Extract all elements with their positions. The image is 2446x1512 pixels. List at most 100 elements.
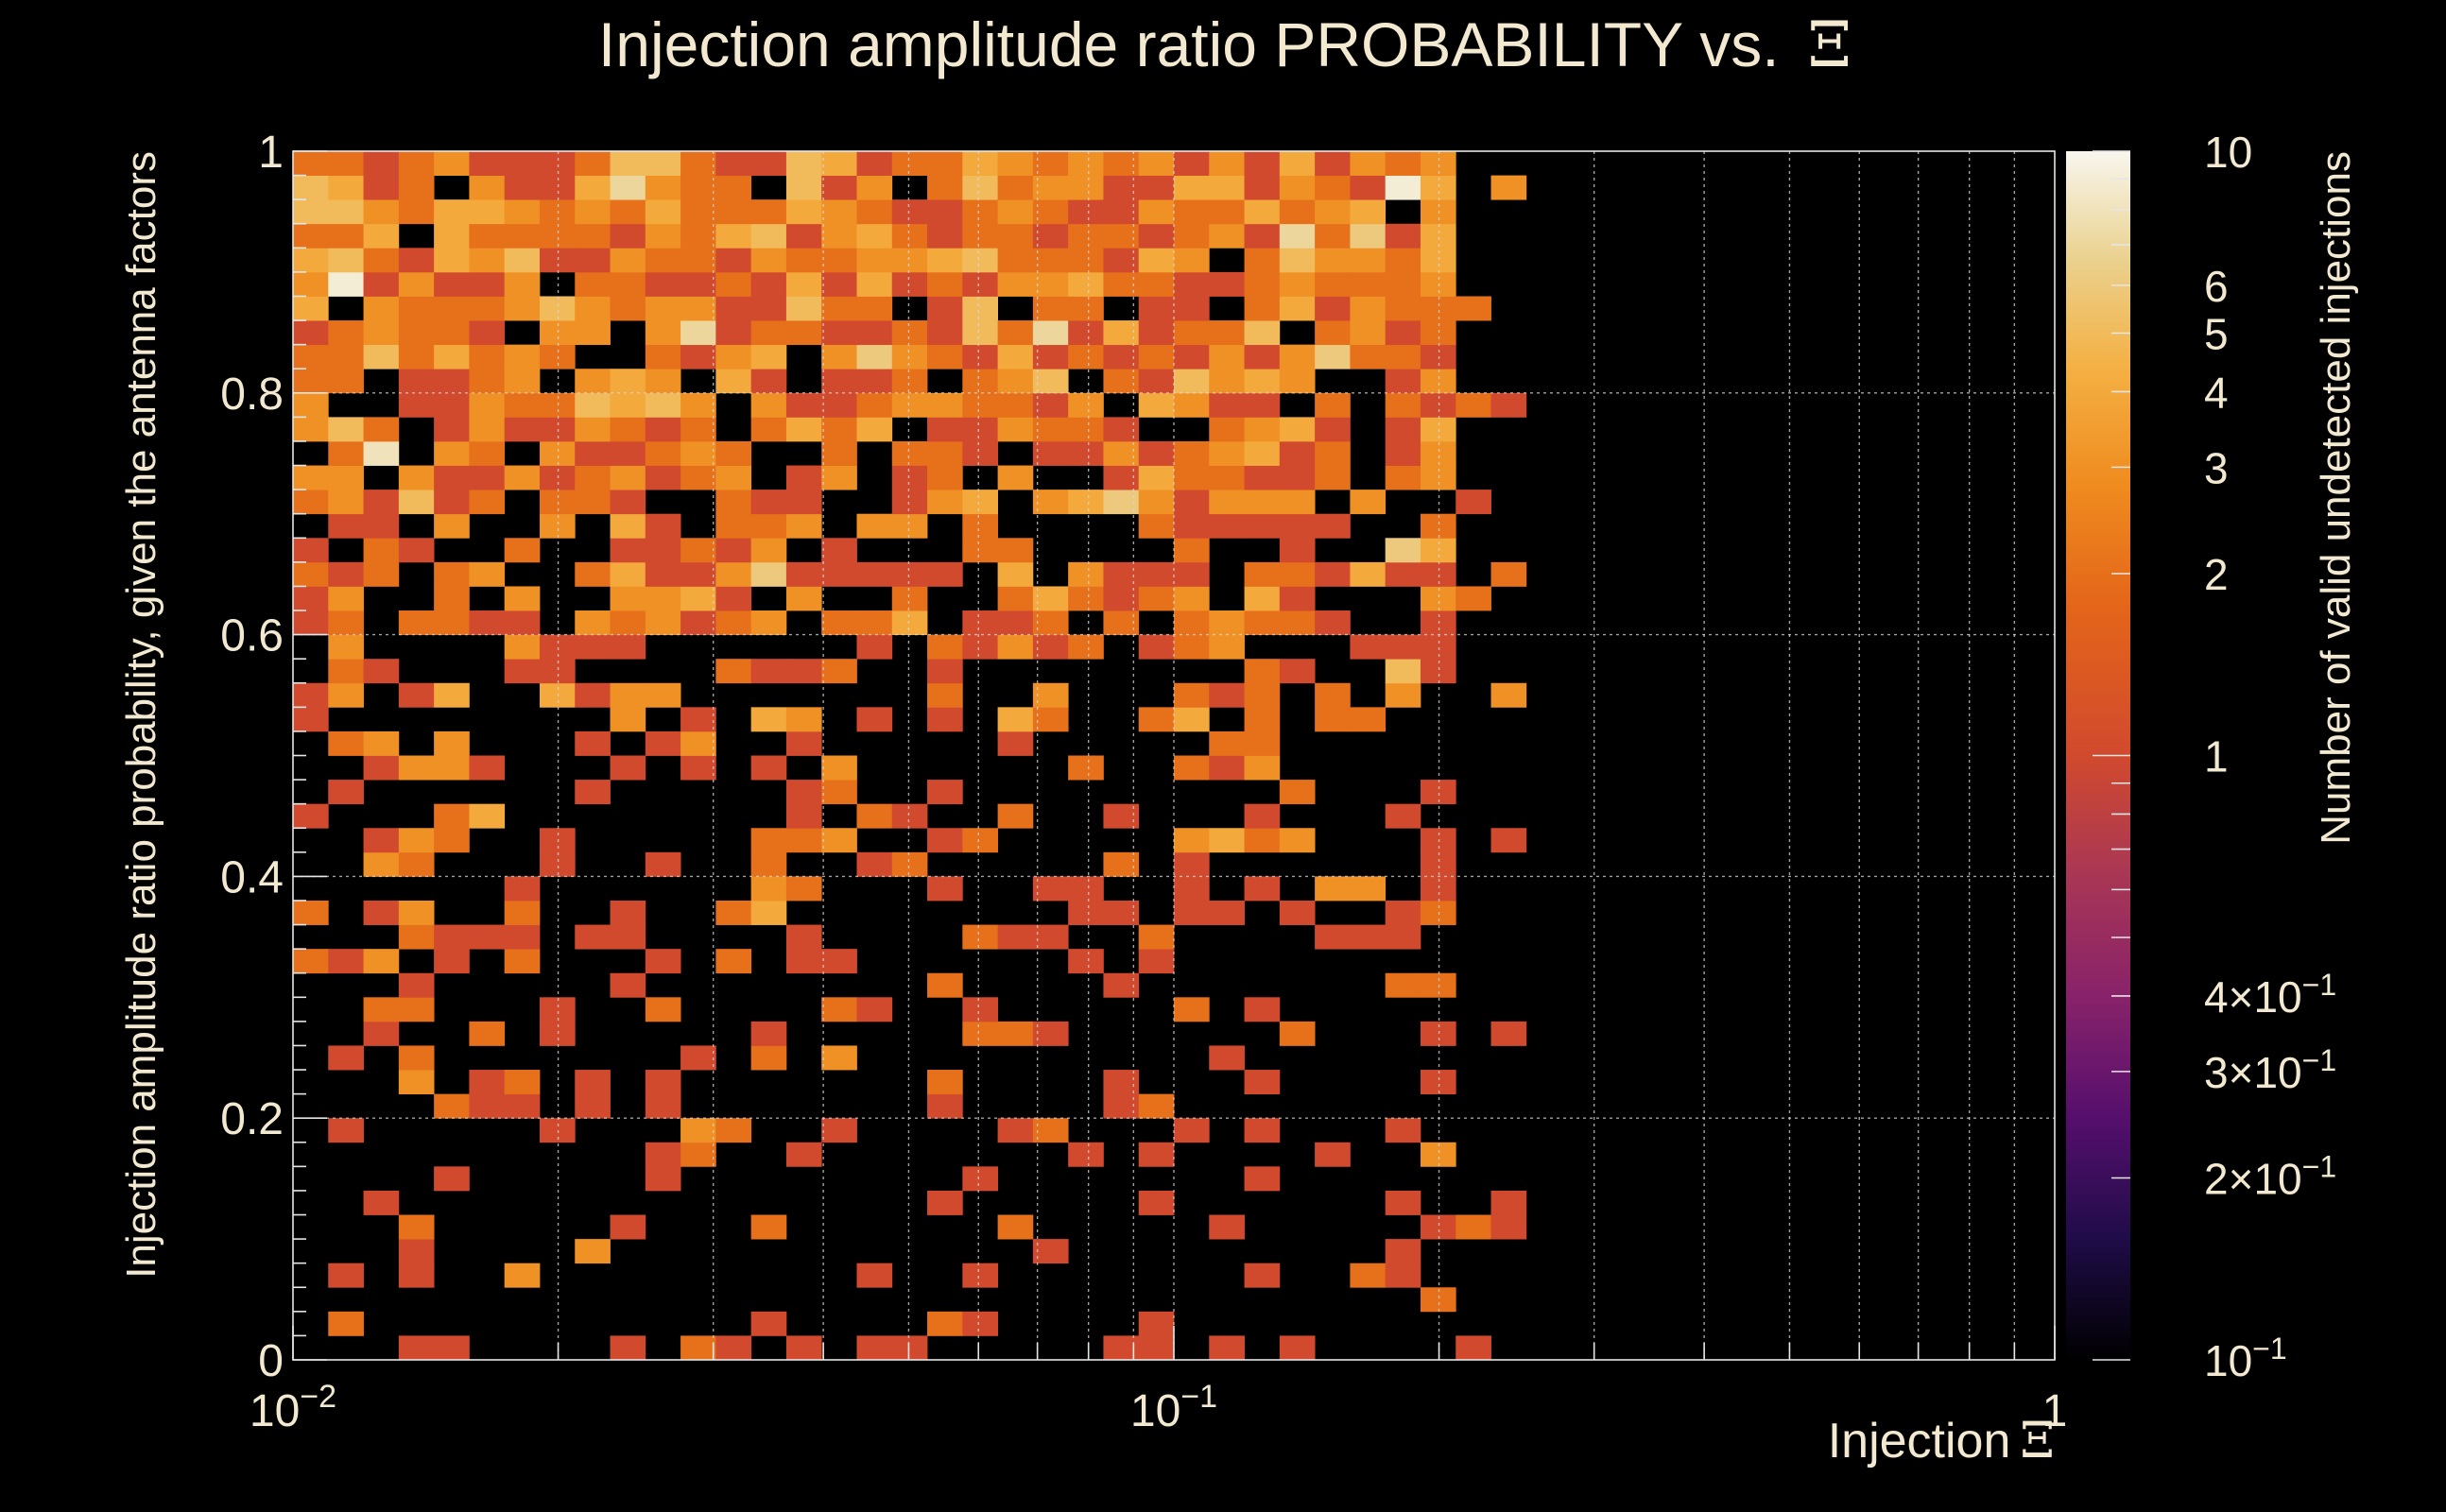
heatmap-cell [645, 417, 681, 442]
heatmap-cell [575, 320, 611, 346]
heatmap-cell [750, 828, 787, 853]
x-tick-label: 1 [2042, 1386, 2068, 1436]
heatmap-cell [1420, 876, 1456, 902]
heatmap-cell [785, 780, 822, 805]
heatmap-cell [575, 175, 611, 200]
heatmap-cell [750, 1021, 787, 1046]
heatmap-cell [398, 1045, 435, 1071]
heatmap-cell [856, 997, 893, 1022]
heatmap-cell [997, 223, 1034, 249]
heatmap-cell [645, 730, 681, 756]
heatmap-cell [398, 271, 435, 297]
heatmap-cell [750, 417, 787, 442]
heatmap-cell [1350, 320, 1387, 346]
heatmap-cell [434, 248, 470, 273]
heatmap-cell [363, 223, 400, 249]
heatmap-cell [398, 199, 435, 225]
heatmap-cell [1174, 199, 1210, 225]
heatmap-cell [927, 972, 963, 998]
heatmap-cell [1138, 199, 1175, 225]
heatmap-cell [856, 151, 893, 176]
heatmap-cell [1456, 490, 1491, 515]
heatmap-cell [1385, 344, 1421, 369]
heatmap-cell [821, 417, 857, 442]
heatmap-cell [856, 634, 893, 660]
heatmap-cell [1209, 900, 1245, 925]
heatmap-cell [469, 490, 506, 515]
heatmap-cell [1279, 828, 1316, 853]
heatmap-cell [1174, 151, 1210, 176]
y-tick-label: 0 [258, 1336, 284, 1386]
heatmap-cell [891, 1335, 928, 1361]
heatmap-cell [891, 151, 928, 176]
heatmap-cell [645, 392, 681, 418]
heatmap-cell [1244, 561, 1281, 587]
heatmap-cell [927, 1070, 963, 1095]
heatmap-cell [715, 900, 752, 925]
heatmap-cell [1315, 610, 1351, 635]
heatmap-cell [645, 1070, 681, 1095]
heatmap-cell [785, 513, 822, 539]
heatmap-cell [293, 586, 329, 611]
heatmap-cell [328, 1118, 364, 1143]
heatmap-cell [575, 296, 611, 321]
heatmap-cell [1420, 610, 1456, 635]
heatmap-cell [715, 1118, 752, 1143]
heatmap-cell [469, 1093, 506, 1119]
heatmap-cell [1244, 1070, 1281, 1095]
heatmap-cell [1032, 320, 1069, 346]
heatmap-cell [1420, 780, 1456, 805]
heatmap-cell [962, 997, 998, 1022]
heatmap-cell [1209, 440, 1245, 466]
heatmap-cell [962, 828, 998, 853]
heatmap-cell [434, 296, 470, 321]
heatmap-cell [645, 682, 681, 708]
heatmap-cell [434, 1335, 470, 1361]
heatmap-cell [1174, 997, 1210, 1022]
heatmap-cell [927, 634, 963, 660]
heatmap-cell [575, 1093, 611, 1119]
heatmap-cell [645, 296, 681, 321]
heatmap-cell [645, 949, 681, 974]
heatmap-cell [1068, 440, 1104, 466]
heatmap-cell [504, 538, 541, 563]
heatmap-cell [750, 344, 787, 369]
heatmap-cell [715, 320, 752, 346]
heatmap-cell [1138, 271, 1175, 297]
heatmap-cell [891, 440, 928, 466]
heatmap-cell [1138, 490, 1175, 515]
heatmap-cell [1032, 248, 1069, 273]
heatmap-cell [1385, 151, 1421, 176]
heatmap-cell [1068, 561, 1104, 587]
heatmap-cell [1244, 755, 1281, 781]
heatmap-cell [1420, 586, 1456, 611]
heatmap-cell [504, 271, 541, 297]
heatmap-cell [1068, 320, 1104, 346]
heatmap-cell [469, 1021, 506, 1046]
heatmap-cell [891, 851, 928, 877]
heatmap-cell [1350, 1263, 1387, 1288]
heatmap-cell [1279, 538, 1316, 563]
heatmap-cell [821, 199, 857, 225]
heatmap-cell [785, 707, 822, 732]
heatmap-cell [821, 659, 857, 684]
heatmap-cell [575, 417, 611, 442]
heatmap-cell [997, 465, 1034, 490]
heatmap-cell [328, 659, 364, 684]
heatmap-cell [1385, 1239, 1421, 1264]
heatmap-cell [1385, 682, 1421, 708]
heatmap-cell [610, 561, 646, 587]
heatmap-cell [434, 392, 470, 418]
heatmap-cell [504, 634, 541, 660]
heatmap-cell [328, 151, 364, 176]
heatmap-cell [785, 296, 822, 321]
heatmap-cell [962, 296, 998, 321]
heatmap-cell [997, 417, 1034, 442]
heatmap-cell [328, 465, 364, 490]
heatmap-cell [821, 561, 857, 587]
heatmap-cell [504, 199, 541, 225]
heatmap-cell [1174, 369, 1210, 394]
heatmap-cell [927, 707, 963, 732]
heatmap-cell [962, 392, 998, 418]
heatmap-cell [1385, 440, 1421, 466]
